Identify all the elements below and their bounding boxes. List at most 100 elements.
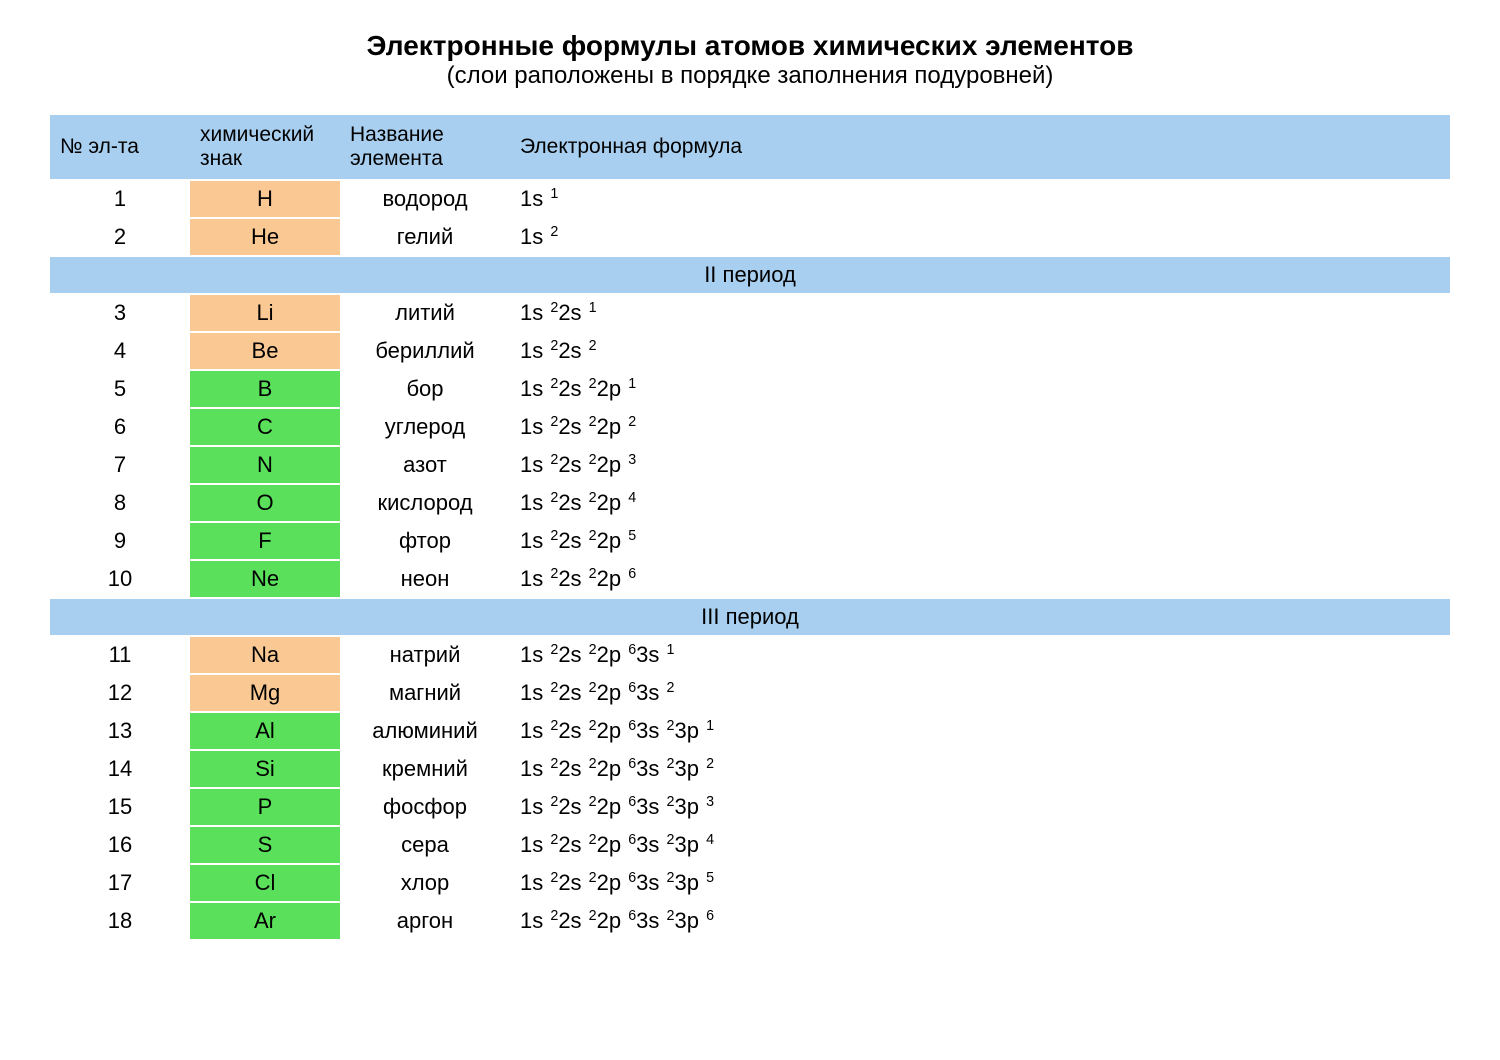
electron-formula: 1s 22s 22p 5 <box>510 522 1450 560</box>
element-symbol: Be <box>190 332 340 370</box>
element-symbol: H <box>190 180 340 218</box>
element-name: литий <box>340 294 510 332</box>
electron-formula: 1s 22s 22p 63s 1 <box>510 636 1450 674</box>
element-number: 16 <box>50 826 190 864</box>
period-label: III период <box>50 598 1450 636</box>
element-symbol: N <box>190 446 340 484</box>
table-row: 17Clхлор1s 22s 22p 63s 23p 5 <box>50 864 1450 902</box>
electron-formula: 1s 22s 22p 63s 23p 2 <box>510 750 1450 788</box>
element-symbol: Al <box>190 712 340 750</box>
electron-formula: 1s 22s 1 <box>510 294 1450 332</box>
element-symbol: Si <box>190 750 340 788</box>
page-subtitle: (слои раположены в порядке заполнения по… <box>50 62 1450 90</box>
electron-formula: 1s 1 <box>510 180 1450 218</box>
element-number: 4 <box>50 332 190 370</box>
electron-formula: 1s 22s 22p 1 <box>510 370 1450 408</box>
element-number: 10 <box>50 560 190 598</box>
element-symbol: C <box>190 408 340 446</box>
element-name: магний <box>340 674 510 712</box>
table-row: 9Fфтор1s 22s 22p 5 <box>50 522 1450 560</box>
table-row: 2Heгелий1s 2 <box>50 218 1450 256</box>
element-name: гелий <box>340 218 510 256</box>
element-name: кремний <box>340 750 510 788</box>
table-row: 12Mgмагний1s 22s 22p 63s 2 <box>50 674 1450 712</box>
period-label: II период <box>50 256 1450 294</box>
electron-formula: 1s 22s 22p 4 <box>510 484 1450 522</box>
element-number: 1 <box>50 180 190 218</box>
table-row: 14Siкремний1s 22s 22p 63s 23p 2 <box>50 750 1450 788</box>
electron-formula: 1s 2 <box>510 218 1450 256</box>
element-name: натрий <box>340 636 510 674</box>
elements-table: № эл-та химический знак Название элемент… <box>50 115 1450 941</box>
electron-formula: 1s 22s 22p 63s 23p 1 <box>510 712 1450 750</box>
table-header-row: № эл-та химический знак Название элемент… <box>50 115 1450 180</box>
electron-formula: 1s 22s 22p 63s 23p 4 <box>510 826 1450 864</box>
table-row: 18Arаргон1s 22s 22p 63s 23p 6 <box>50 902 1450 940</box>
element-number: 11 <box>50 636 190 674</box>
element-symbol: B <box>190 370 340 408</box>
table-row: 1Hводород1s 1 <box>50 180 1450 218</box>
element-name: алюминий <box>340 712 510 750</box>
element-symbol: O <box>190 484 340 522</box>
element-symbol: F <box>190 522 340 560</box>
element-symbol: Li <box>190 294 340 332</box>
element-name: бериллий <box>340 332 510 370</box>
table-row: 8Oкислород1s 22s 22p 4 <box>50 484 1450 522</box>
electron-formula: 1s 22s 22p 63s 2 <box>510 674 1450 712</box>
element-symbol: Ar <box>190 902 340 940</box>
col-header-symbol: химический знак <box>190 115 340 180</box>
electron-formula: 1s 22s 22p 6 <box>510 560 1450 598</box>
title-block: Электронные формулы атомов химических эл… <box>50 30 1450 90</box>
element-symbol: Ne <box>190 560 340 598</box>
element-symbol: Mg <box>190 674 340 712</box>
element-name: водород <box>340 180 510 218</box>
table-row: 10Neнеон1s 22s 22p 6 <box>50 560 1450 598</box>
element-name: хлор <box>340 864 510 902</box>
table-row: 5Bбор1s 22s 22p 1 <box>50 370 1450 408</box>
electron-formula: 1s 22s 22p 63s 23p 3 <box>510 788 1450 826</box>
element-number: 17 <box>50 864 190 902</box>
page-title: Электронные формулы атомов химических эл… <box>50 30 1450 62</box>
element-number: 2 <box>50 218 190 256</box>
col-header-num: № эл-та <box>50 115 190 180</box>
element-symbol: S <box>190 826 340 864</box>
element-name: азот <box>340 446 510 484</box>
element-number: 3 <box>50 294 190 332</box>
period-divider-row: II период <box>50 256 1450 294</box>
element-name: бор <box>340 370 510 408</box>
element-number: 12 <box>50 674 190 712</box>
table-row: 3Liлитий1s 22s 1 <box>50 294 1450 332</box>
electron-formula: 1s 22s 22p 2 <box>510 408 1450 446</box>
element-name: аргон <box>340 902 510 940</box>
table-row: 7Nазот1s 22s 22p 3 <box>50 446 1450 484</box>
element-name: фосфор <box>340 788 510 826</box>
element-number: 8 <box>50 484 190 522</box>
table-row: 11Naнатрий1s 22s 22p 63s 1 <box>50 636 1450 674</box>
table-row: 4Beбериллий1s 22s 2 <box>50 332 1450 370</box>
electron-formula: 1s 22s 22p 3 <box>510 446 1450 484</box>
element-number: 5 <box>50 370 190 408</box>
element-number: 9 <box>50 522 190 560</box>
element-number: 15 <box>50 788 190 826</box>
element-symbol: Na <box>190 636 340 674</box>
element-name: кислород <box>340 484 510 522</box>
element-number: 7 <box>50 446 190 484</box>
table-row: 13Alалюминий1s 22s 22p 63s 23p 1 <box>50 712 1450 750</box>
table-row: 6Cуглерод1s 22s 22p 2 <box>50 408 1450 446</box>
element-number: 14 <box>50 750 190 788</box>
element-symbol: P <box>190 788 340 826</box>
electron-formula: 1s 22s 2 <box>510 332 1450 370</box>
table-row: 16Sсера1s 22s 22p 63s 23p 4 <box>50 826 1450 864</box>
element-symbol: He <box>190 218 340 256</box>
element-name: сера <box>340 826 510 864</box>
element-name: неон <box>340 560 510 598</box>
element-number: 13 <box>50 712 190 750</box>
element-symbol: Cl <box>190 864 340 902</box>
electron-formula: 1s 22s 22p 63s 23p 5 <box>510 864 1450 902</box>
electron-formula: 1s 22s 22p 63s 23p 6 <box>510 902 1450 940</box>
element-name: фтор <box>340 522 510 560</box>
col-header-formula: Электронная формула <box>510 115 1450 180</box>
period-divider-row: III период <box>50 598 1450 636</box>
col-header-name: Название элемента <box>340 115 510 180</box>
element-number: 6 <box>50 408 190 446</box>
